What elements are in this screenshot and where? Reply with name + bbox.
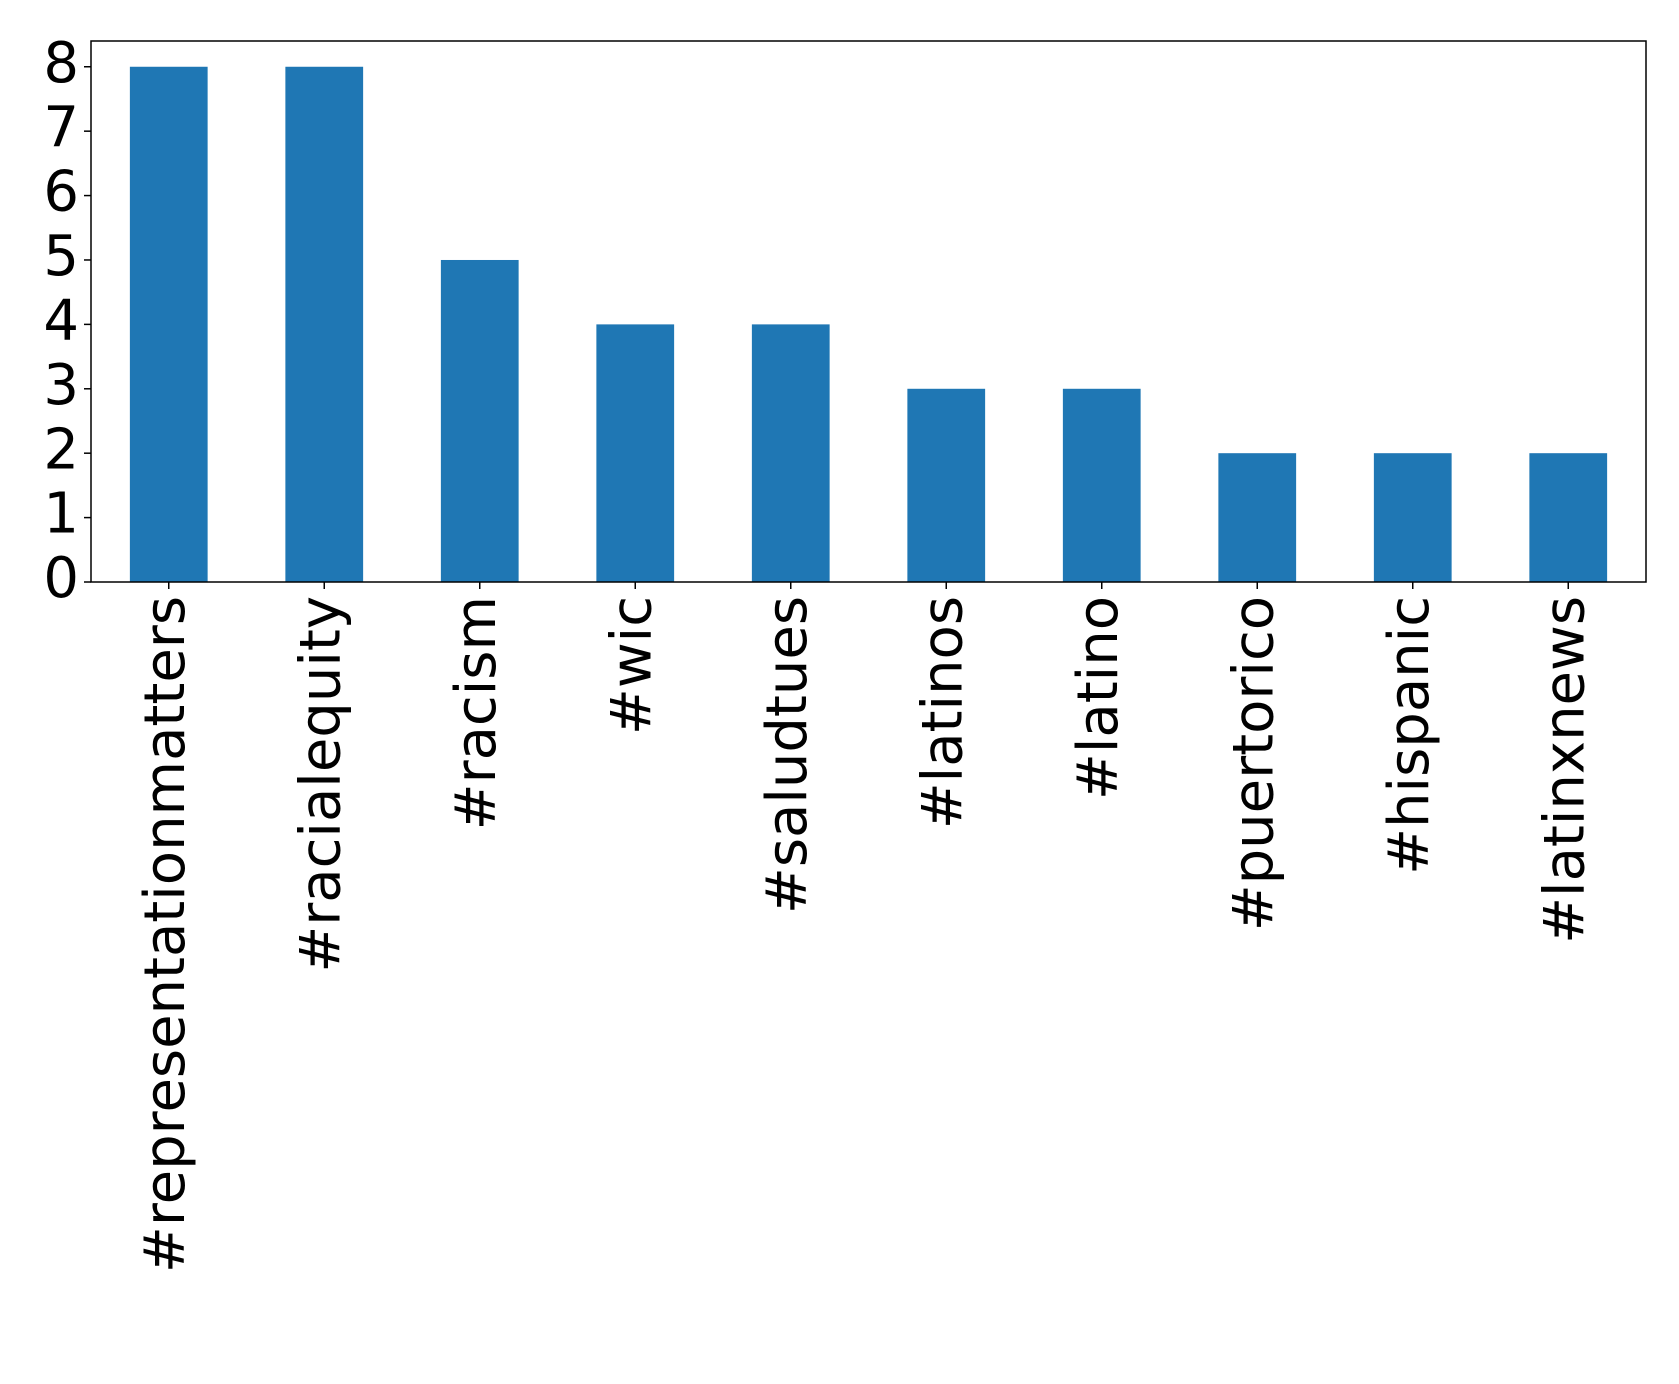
y-tick-label: 3 [43, 353, 79, 418]
bar [1218, 453, 1297, 582]
bar [907, 388, 986, 582]
bar [285, 66, 364, 582]
plot-frame [90, 40, 1647, 583]
x-tick-label: #latino [1066, 596, 1131, 800]
bar [596, 324, 675, 582]
y-tick-label: 8 [43, 31, 79, 96]
x-tick-label: #wic [599, 596, 664, 735]
x-tick-label: #representationmatters [133, 596, 198, 1273]
bar [1373, 453, 1452, 582]
y-tick-label: 5 [43, 224, 79, 289]
y-tick-label: 7 [43, 95, 79, 160]
x-tick-label: #racialequity [288, 596, 353, 973]
x-tick-label: #puertorico [1221, 596, 1286, 931]
x-tick-label: #saludtues [755, 596, 820, 914]
y-tick-label: 2 [43, 417, 79, 482]
y-tick-label: 0 [43, 546, 79, 611]
x-tick-label: #racism [444, 596, 509, 830]
bar [1529, 453, 1608, 582]
bar [1062, 388, 1141, 582]
y-tick-label: 1 [43, 482, 79, 547]
y-tick-label: 4 [43, 289, 79, 354]
x-tick-label: #latinxnews [1532, 596, 1597, 944]
bar [751, 324, 830, 582]
x-tick-label: #hispanic [1377, 596, 1442, 875]
y-tick-label: 6 [43, 160, 79, 225]
x-tick-label: #latinos [910, 596, 975, 829]
bar [440, 259, 519, 582]
bar [129, 66, 208, 582]
